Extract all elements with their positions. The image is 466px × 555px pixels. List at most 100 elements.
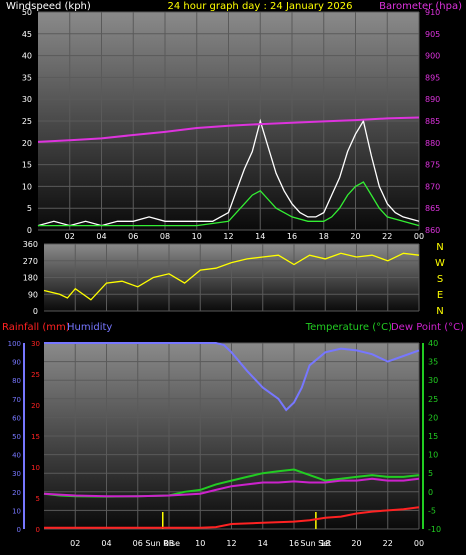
rainfall-tick-label: 5 [36, 495, 40, 503]
x-tick-label: 20 [350, 232, 360, 241]
y-left-tick-label: 5 [27, 204, 32, 213]
x-tick-label: 22 [382, 232, 392, 241]
y-right-tick-label: 910 [425, 8, 440, 17]
windspeed-line [37, 118, 420, 227]
y-left-tick-label: 35 [22, 73, 32, 82]
barometer-line [37, 116, 420, 143]
humidity-tick-label: 70 [12, 396, 21, 404]
y-right-tick-label: 865 [425, 204, 440, 213]
humidity-tick-label: 10 [12, 507, 21, 515]
temperature-tick-label: 0 [428, 488, 433, 497]
wind-chart: 0 5 10 15 20 25 30 35 40 45 50 860 865 870 875 880 885 89… [22, 8, 440, 241]
y-right-tick-label: 870 [425, 182, 440, 191]
humidity-axis-title: Humidity [67, 322, 112, 333]
y-left-tick-label: 20 [22, 139, 32, 148]
y-left-tick-label: 10 [22, 182, 32, 191]
humidity-tick-label: 20 [12, 489, 21, 497]
x-tick-label: 00 [414, 539, 424, 548]
rainfall-tick-label: 30 [31, 340, 40, 348]
y-right-tick-label: 895 [425, 73, 440, 82]
y-left-tick-label: 50 [22, 8, 32, 17]
y-right-tick-label: 860 [425, 226, 440, 235]
humidity-tick-label: 40 [12, 452, 21, 460]
x-tick-label: 04 [101, 539, 111, 548]
x-tick-label: 06 [128, 232, 138, 241]
y-tick-label: 90 [28, 290, 38, 299]
y-tick-label: 270 [23, 257, 38, 266]
graph-title: 24 hour graph day : 24 January 2026 [168, 1, 353, 12]
compass-label: W [435, 258, 445, 269]
humidity-tick-label: 100 [8, 340, 21, 348]
rainfall-tick-label: 15 [31, 433, 40, 441]
humidity-tick-label: 90 [12, 359, 21, 367]
rainfall-line [44, 506, 420, 529]
y-tick-label: 360 [23, 240, 38, 249]
y-left-tick-label: 40 [22, 52, 32, 61]
y-left-tick-label: 0 [27, 226, 32, 235]
x-tick-label: 16 [289, 539, 299, 548]
temperature-tick-label: 30 [428, 376, 438, 385]
y-right-tick-label: 875 [425, 161, 440, 170]
temperature-tick-label: 40 [428, 339, 438, 348]
x-tick-label: 02 [70, 539, 80, 548]
y-left-tick-label: 45 [22, 30, 32, 39]
x-tick-label: 14 [258, 539, 268, 548]
y-right-tick-label: 900 [425, 52, 440, 61]
sun-marker-label: Sun Rise [145, 539, 180, 548]
humidity-tick-label: 0 [17, 526, 21, 534]
x-tick-label: 02 [65, 232, 75, 241]
x-tick-label: 06 [133, 539, 143, 548]
x-tick-label: 18 [320, 539, 330, 548]
rainfall-tick-label: 0 [36, 526, 40, 534]
direction-line [43, 252, 420, 301]
rainfall-tick-label: 10 [31, 464, 40, 472]
temperature-tick-label: 5 [428, 469, 433, 478]
compass-label: N [436, 306, 443, 317]
humidity-tick-label: 80 [12, 377, 21, 385]
x-tick-label: 18 [319, 232, 329, 241]
x-tick-label: 08 [160, 232, 170, 241]
y-tick-label: 0 [33, 307, 38, 316]
y-right-tick-label: 905 [425, 30, 440, 39]
x-tick-label: 22 [383, 539, 393, 548]
humidity-tick-label: 30 [12, 470, 21, 478]
windspeed-axis-title: Windspeed (kph) [6, 1, 91, 12]
temperature-tick-label: 10 [428, 451, 438, 460]
x-tick-label: 10 [195, 539, 205, 548]
temperature-tick-label: 35 [428, 358, 438, 367]
x-tick-label: 08 [164, 539, 174, 548]
x-tick-label: 16 [287, 232, 297, 241]
temperature-tick-label: -5 [428, 506, 436, 515]
temperature-chart: -10-505101520253035400102030405060708090… [8, 339, 441, 548]
x-tick-label: 12 [223, 232, 233, 241]
sun-marker-label: Sun Set [300, 539, 331, 548]
compass-label: E [437, 290, 443, 301]
x-tick-label: 14 [255, 232, 265, 241]
y-right-tick-label: 890 [425, 95, 440, 104]
y-tick-label: 180 [23, 274, 38, 283]
temperature-axis-title: Temperature (°C) [305, 322, 392, 333]
compass-label: N [436, 242, 443, 253]
humidity-tick-label: 50 [12, 433, 21, 441]
x-tick-label: 04 [96, 232, 106, 241]
dewpoint-axis-title: Dew Point (°C) [391, 322, 464, 333]
y-right-tick-label: 880 [425, 139, 440, 148]
x-tick-label: 10 [192, 232, 202, 241]
dewpoint-line [43, 477, 420, 498]
wind-average-line [38, 181, 420, 227]
temperature-tick-label: 15 [428, 432, 438, 441]
humidity-line [44, 342, 420, 412]
temperature-tick-label: 20 [428, 413, 438, 422]
rainfall-tick-label: 20 [31, 402, 40, 410]
y-right-tick-label: 885 [425, 117, 440, 126]
x-tick-label: 20 [351, 539, 361, 548]
rainfall-tick-label: 25 [31, 371, 40, 379]
y-left-tick-label: 30 [22, 95, 32, 104]
x-tick-label: 00 [414, 232, 424, 241]
y-left-tick-label: 15 [22, 161, 32, 170]
rainfall-axis-title: Rainfall (mm) [2, 322, 70, 333]
x-tick-label: 12 [226, 539, 236, 548]
